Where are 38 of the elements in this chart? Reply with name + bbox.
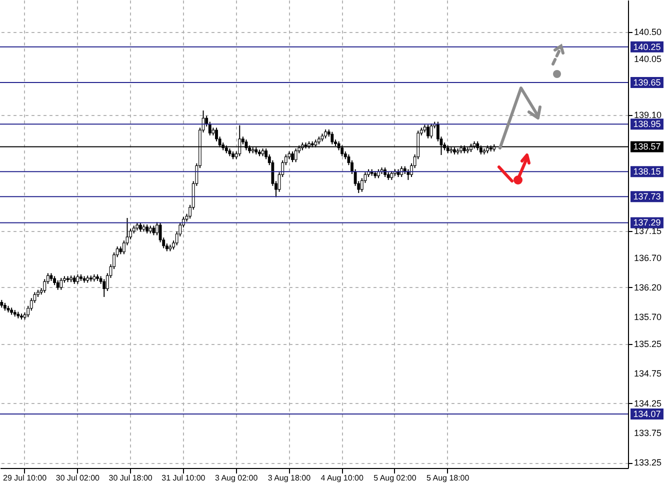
- candlestick: [430, 123, 433, 139]
- x-tick-label: 31 Jul 10:00: [162, 474, 206, 482]
- y-tick-label: 140.05: [634, 54, 662, 64]
- candlestick: [426, 124, 430, 139]
- candlestick: [406, 168, 410, 180]
- ref-line-label: 138.57: [633, 142, 661, 152]
- y-tick-label: 136.70: [634, 252, 662, 263]
- candlestick: [102, 278, 106, 298]
- ref-line-label: 137.73: [633, 192, 661, 202]
- candlestick: [291, 150, 294, 163]
- y-tick-label: 133.75: [634, 428, 662, 438]
- y-tick-label: 135.25: [634, 338, 662, 349]
- ref-line-label: 140.25: [633, 42, 661, 52]
- x-tick-label: 29 Jul 10:00: [2, 474, 48, 482]
- y-tick-label: 140.50: [634, 27, 662, 38]
- y-tick-label: 133.25: [634, 458, 662, 468]
- y-tick-label: 134.75: [634, 368, 662, 379]
- candlestick: [76, 274, 80, 284]
- ref-line-label: 134.07: [633, 408, 661, 419]
- ref-line-label: 139.65: [633, 78, 661, 88]
- candlestick: [60, 277, 63, 290]
- y-tick-label: 134.25: [634, 398, 662, 408]
- x-tick-label: 5 Aug 02:00: [374, 474, 417, 482]
- x-tick-label: 30 Jul 18:00: [108, 474, 153, 482]
- x-tick-label: 5 Aug 18:00: [426, 474, 470, 482]
- y-tick-label: 135.70: [634, 312, 662, 322]
- ref-line-label: 138.95: [633, 119, 661, 130]
- x-tick-label: 30 Jul 02:00: [56, 474, 100, 482]
- candlestick: [152, 225, 156, 236]
- y-tick-label: 137.15: [634, 226, 662, 236]
- x-tick-label: 3 Aug 18:00: [268, 474, 312, 482]
- ref-line-label: 138.15: [633, 166, 661, 177]
- x-tick-label: 4 Aug 10:00: [320, 474, 364, 482]
- ref-line-label: 137.29: [633, 218, 661, 228]
- x-tick-label: 3 Aug 02:00: [214, 474, 258, 482]
- y-tick-label: 136.20: [634, 282, 662, 292]
- y-tick-label: 139.10: [634, 110, 662, 120]
- candlestick: [56, 280, 60, 290]
